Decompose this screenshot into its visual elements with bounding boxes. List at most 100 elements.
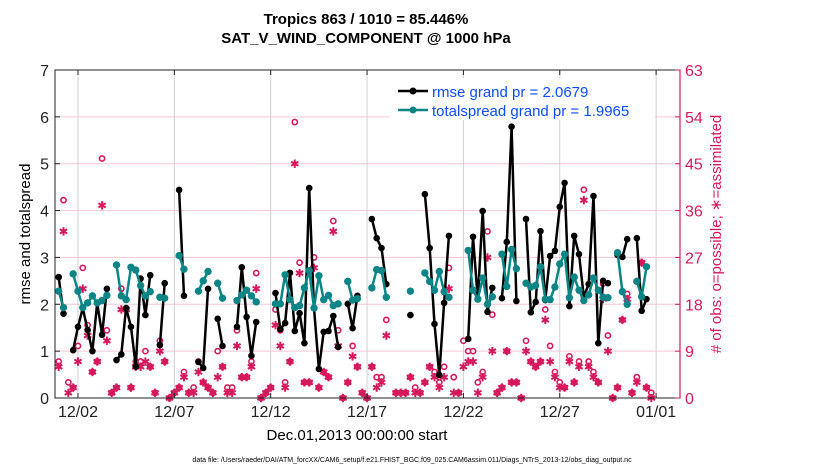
totalspread-point [551, 283, 559, 291]
rmse-point [277, 325, 284, 333]
assimilated-obs-marker [232, 341, 242, 351]
possible-obs-marker [450, 373, 458, 381]
rmse-point [498, 294, 506, 302]
rmse-point [623, 235, 631, 243]
assimilated-obs-marker [435, 383, 444, 392]
asterisk-stroke [324, 374, 333, 381]
assimilated-obs-marker [401, 388, 410, 397]
rmse-point [195, 358, 202, 366]
rmse-point [122, 304, 130, 312]
totalspread-point [377, 266, 386, 275]
totalspread-point [531, 281, 540, 290]
asterisk-stroke [367, 363, 376, 370]
asterisk-stroke [406, 374, 415, 381]
asterisk-stroke [618, 316, 627, 323]
assimilated-obs-marker [550, 372, 560, 382]
asterisk-stroke [112, 384, 121, 391]
rmse-point [378, 244, 385, 252]
assimilated-obs-marker [488, 346, 497, 356]
assimilated-obs-marker [64, 388, 73, 397]
assimilated-obs-marker [642, 383, 651, 392]
assimilated-obs-marker [324, 372, 333, 382]
assimilated-obs-marker [531, 362, 540, 371]
possible-obs-marker [103, 326, 111, 334]
y-tick-label-left: 1 [40, 344, 49, 361]
assimilated-obs-marker [468, 357, 478, 366]
asterisk-stroke [146, 363, 155, 370]
legend-label-rmse: rmse grand pr = 2.0679 [432, 84, 588, 101]
rmse-point [55, 273, 62, 281]
totalspread-point [464, 246, 472, 255]
footer-data-file: data file: /Users/raeder/DAI/ATM_forcXX/… [192, 457, 632, 464]
rmse-point [431, 320, 438, 328]
rmse-point [301, 339, 308, 347]
y-tick-label-right: 63 [685, 63, 703, 80]
assimilated-obs-marker [348, 352, 357, 361]
rmse-point [334, 343, 342, 351]
assimilated-obs-marker [584, 362, 593, 371]
asterisk-stroke [199, 379, 208, 386]
asterisk-stroke [560, 384, 569, 391]
y-tick-label-right: 36 [685, 204, 703, 221]
asterisk-stroke [261, 389, 271, 396]
assimilated-obs-marker [565, 357, 574, 366]
possible-obs-marker [142, 347, 149, 355]
rmse-point [74, 323, 82, 331]
assimilated-obs-marker [203, 383, 213, 392]
asterisk-stroke [266, 384, 275, 391]
totalspread-point [213, 279, 222, 287]
asterisk-stroke [541, 316, 550, 323]
totalspread-point [281, 271, 289, 279]
rmse-point [489, 284, 496, 292]
assimilated-obs-marker [213, 372, 222, 382]
rmse-point [214, 315, 221, 323]
asterisk-stroke [59, 228, 68, 235]
totalspread-point [488, 293, 497, 301]
asterisk-stroke [228, 389, 237, 396]
totalspread-point [103, 291, 111, 300]
totalspread-point [642, 263, 651, 271]
possible-obs-marker [440, 363, 448, 371]
rmse-line-segment [524, 181, 609, 345]
rmse-line-segment [370, 218, 388, 285]
asterisk-stroke [54, 363, 63, 370]
possible-obs-marker [474, 378, 482, 386]
assimilated-obs-marker [261, 388, 271, 397]
totalspread-point [300, 284, 309, 292]
series-lines [54, 123, 651, 379]
totalspread-point [295, 301, 304, 310]
asterisk-stroke [603, 348, 613, 355]
assimilated-obs-marker [97, 201, 107, 210]
assimilated-obs-marker [285, 357, 295, 366]
y-tick-label-right: 27 [685, 250, 703, 267]
rmse-point [252, 318, 260, 326]
totalspread-point [247, 292, 256, 300]
rmse-line-segment [197, 288, 210, 370]
totalspread-point [74, 287, 82, 295]
assimilated-obs-marker [536, 357, 545, 366]
totalspread-point [344, 277, 352, 286]
totalspread-point [233, 296, 241, 305]
totalspread-point [565, 294, 574, 302]
assimilated-obs-marker [146, 362, 155, 371]
rmse-line-segment [115, 275, 152, 368]
possible-obs-marker [74, 342, 82, 350]
assimilated-obs-marker [194, 367, 203, 377]
y-tick-label-left: 2 [40, 297, 49, 314]
totalspread-point [141, 292, 150, 300]
rmse-point [570, 232, 578, 240]
rmse-point [142, 311, 149, 319]
assimilated-obs-marker [415, 388, 425, 397]
rmse-point [426, 244, 433, 252]
asterisk-stroke [242, 374, 251, 381]
asterisk-stroke [107, 389, 116, 396]
assimilated-obs-marker [521, 346, 531, 356]
x-tick-label: 12/12 [251, 404, 291, 421]
rmse-point [575, 250, 583, 258]
asterisk-stroke [102, 337, 112, 344]
rmse-point [469, 233, 477, 241]
asterisk-stroke [420, 379, 429, 386]
possible-obs-marker [214, 347, 222, 355]
totalspread-line-segment [500, 248, 518, 288]
